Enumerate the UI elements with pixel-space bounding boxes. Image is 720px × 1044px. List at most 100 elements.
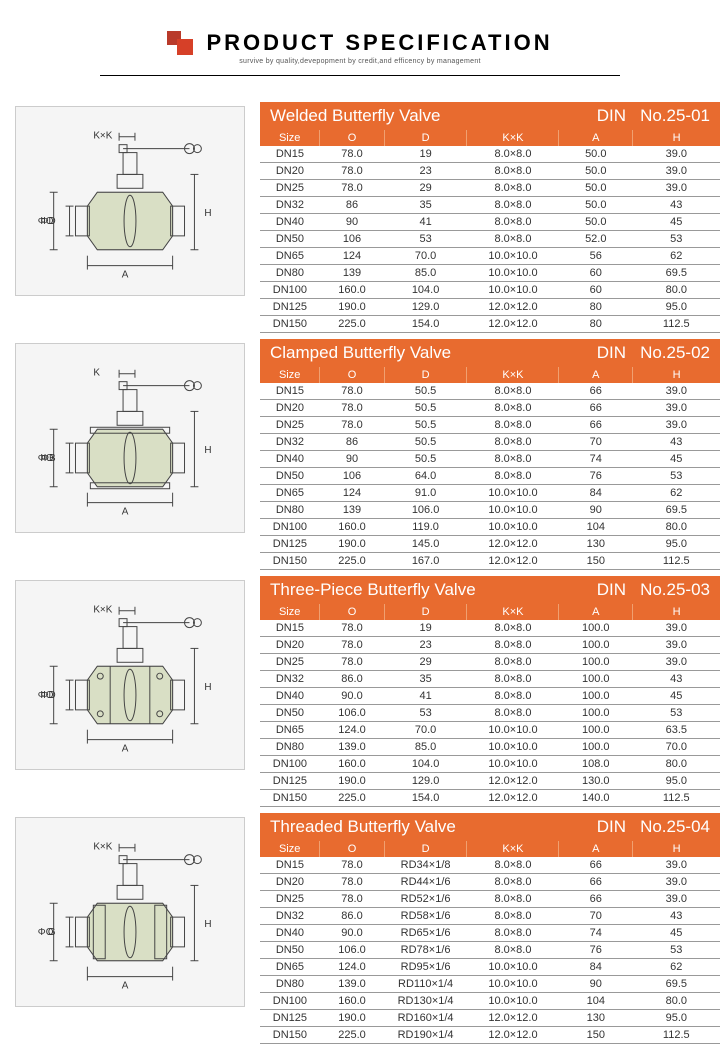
table-cell: 50.0 [559,214,633,231]
table-cell: 39.0 [633,874,720,891]
table-row: DN2578.0RD52×1/68.0×8.06639.0 [260,891,720,908]
svg-text:A: A [122,980,129,991]
svg-text:H: H [204,208,211,219]
table-cell: 8.0×8.0 [467,451,559,468]
table-cell: 50.0 [559,180,633,197]
table-cell: 12.0×12.0 [467,536,559,553]
table-cell: 10.0×10.0 [467,976,559,993]
table-cell: 112.5 [633,1027,720,1044]
table-cell: 66 [559,417,633,434]
table-cell: 78.0 [320,163,384,180]
table-row: DN8013985.010.0×10.06069.5 [260,265,720,282]
table-cell: 60 [559,265,633,282]
table-cell: DN15 [260,146,320,163]
table-cell: 10.0×10.0 [467,485,559,502]
table-cell: 39.0 [633,417,720,434]
table-cell: 80.0 [633,993,720,1010]
table-cell: 29 [384,654,467,671]
table-cell: 100.0 [559,722,633,739]
table-cell: 76 [559,942,633,959]
table-cell: 8.0×8.0 [467,620,559,637]
table-cell: 106.0 [320,942,384,959]
valve-diagram: A H K×K ΦO ΦD [15,106,245,296]
table-cell: 50.5 [384,383,467,400]
table-row: DN328650.58.0×8.07043 [260,434,720,451]
spec-table: SizeODK×KAHDN1578.0198.0×8.0100.039.0DN2… [260,604,720,807]
col-header: K×K [467,841,559,857]
col-header: D [384,367,467,383]
table-cell: DN125 [260,536,320,553]
table-cell: 112.5 [633,790,720,807]
table-row: DN6512470.010.0×10.05662 [260,248,720,265]
table-cell: RD78×1/6 [384,942,467,959]
svg-text:G: G [48,927,56,938]
col-header: K×K [467,604,559,620]
table-cell: 64.0 [384,468,467,485]
svg-text:K×K: K×K [93,131,112,142]
section-num: No.25-01 [640,106,710,126]
table-cell: 12.0×12.0 [467,1010,559,1027]
valve-diagram: A H K×K ΦO ΦD [15,580,245,770]
table-cell: 10.0×10.0 [467,722,559,739]
table-cell: 62 [633,248,720,265]
table-cell: 108.0 [559,756,633,773]
table-cell: 90 [320,451,384,468]
table-cell: 150 [559,1027,633,1044]
table-cell: DN50 [260,705,320,722]
table-cell: 104 [559,993,633,1010]
table-row: DN150225.0154.012.0×12.0140.0112.5 [260,790,720,807]
svg-text:ΦD: ΦD [41,690,56,701]
table-cell: 8.0×8.0 [467,383,559,400]
table-cell: DN125 [260,299,320,316]
table-cell: 43 [633,671,720,688]
table-cell: DN25 [260,654,320,671]
spec-section: A H K×K ΦO G Threaded Butterfly ValveDIN… [0,807,720,1044]
table-cell: DN40 [260,451,320,468]
table-cell: 43 [633,197,720,214]
table-cell: DN65 [260,959,320,976]
table-cell: 78.0 [320,874,384,891]
table-cell: 100.0 [559,739,633,756]
table-cell: 80 [559,299,633,316]
table-cell: 78.0 [320,417,384,434]
table-row: DN80139.085.010.0×10.0100.070.0 [260,739,720,756]
table-row: DN50106.0RD78×1/68.0×8.07653 [260,942,720,959]
section-din: DIN [597,343,626,363]
col-header: O [320,841,384,857]
table-cell: 80.0 [633,519,720,536]
table-row: DN125190.0129.012.0×12.08095.0 [260,299,720,316]
table-cell: 8.0×8.0 [467,874,559,891]
table-cell: 8.0×8.0 [467,671,559,688]
table-cell: DN150 [260,790,320,807]
table-cell: 100.0 [559,671,633,688]
table-cell: 85.0 [384,265,467,282]
table-cell: 74 [559,925,633,942]
table-cell: 53 [633,705,720,722]
table-cell: DN100 [260,756,320,773]
table-cell: 66 [559,874,633,891]
table-cell: RD160×1/4 [384,1010,467,1027]
table-row: DN1578.0198.0×8.050.039.0 [260,146,720,163]
table-cell: DN15 [260,620,320,637]
spec-table: SizeODK×KAHDN1578.0RD34×1/88.0×8.06639.0… [260,841,720,1044]
table-row: DN1578.050.58.0×8.06639.0 [260,383,720,400]
table-cell: 10.0×10.0 [467,756,559,773]
svg-text:ΦB: ΦB [41,453,56,464]
svg-text:H: H [204,919,211,930]
table-cell: DN100 [260,993,320,1010]
section-num: No.25-02 [640,343,710,363]
table-cell: 56 [559,248,633,265]
table-cell: 190.0 [320,773,384,790]
col-header: H [633,367,720,383]
col-header: A [559,130,633,146]
table-cell: DN20 [260,874,320,891]
table-row: DN100160.0104.010.0×10.0108.080.0 [260,756,720,773]
table-cell: 80.0 [633,756,720,773]
table-cell: 130 [559,1010,633,1027]
table-cell: 78.0 [320,620,384,637]
table-row: DN1578.0RD34×1/88.0×8.06639.0 [260,857,720,874]
table-cell: 39.0 [633,146,720,163]
table-row: DN1578.0198.0×8.0100.039.0 [260,620,720,637]
col-header: O [320,130,384,146]
table-cell: DN32 [260,197,320,214]
